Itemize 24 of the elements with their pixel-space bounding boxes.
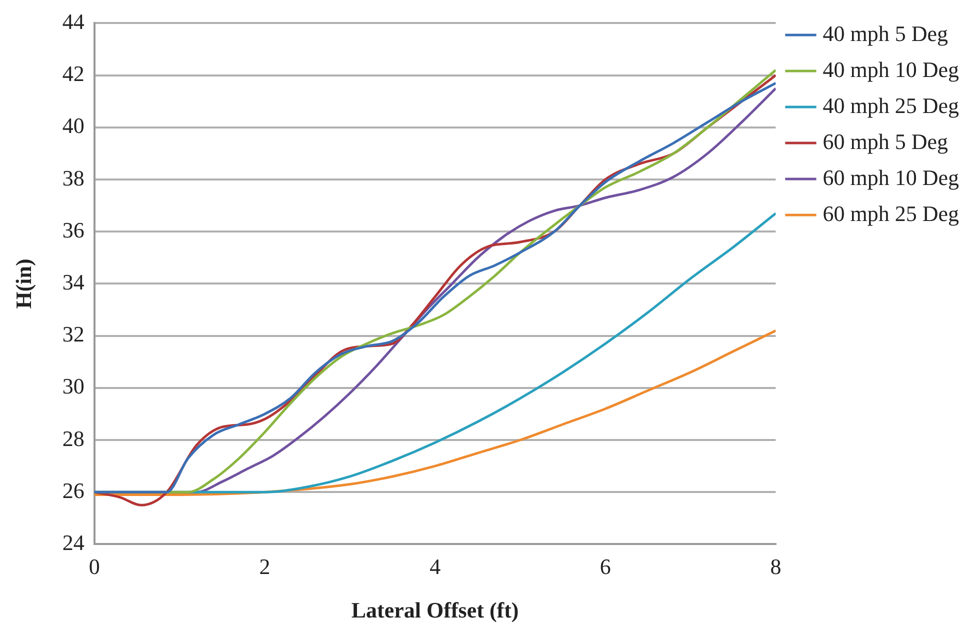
x-axis-title: Lateral Offset (ft) — [351, 597, 519, 622]
x-tick-label: 4 — [430, 554, 441, 580]
x-tick-label: 8 — [770, 554, 782, 580]
y-tick-label: 44 — [62, 8, 84, 34]
x-tick-label: 0 — [88, 554, 100, 580]
legend-label: 60 mph 25 Deg — [822, 200, 959, 226]
y-tick-label: 30 — [62, 374, 84, 399]
y-tick-label: 34 — [62, 269, 84, 294]
legend-label: 40 mph 5 Deg — [822, 20, 948, 46]
y-tick-label: 36 — [62, 217, 84, 242]
y-axis-title: H(in) — [10, 258, 36, 309]
legend-label: 40 mph 25 Deg — [822, 92, 959, 118]
y-tick-label: 32 — [62, 322, 84, 347]
y-tick-label: 42 — [62, 61, 84, 86]
y-tick-label: 28 — [62, 426, 84, 451]
legend-label: 40 mph 10 Deg — [822, 56, 959, 82]
y-tick-label: 40 — [62, 113, 84, 138]
x-tick-label: 6 — [600, 554, 611, 580]
y-tick-label: 24 — [62, 530, 84, 555]
legend-label: 60 mph 10 Deg — [822, 164, 959, 190]
legend-label: 60 mph 5 Deg — [822, 128, 948, 154]
x-tick-label: 2 — [259, 554, 270, 580]
y-tick-label: 38 — [62, 165, 84, 190]
y-tick-label: 26 — [62, 478, 84, 503]
